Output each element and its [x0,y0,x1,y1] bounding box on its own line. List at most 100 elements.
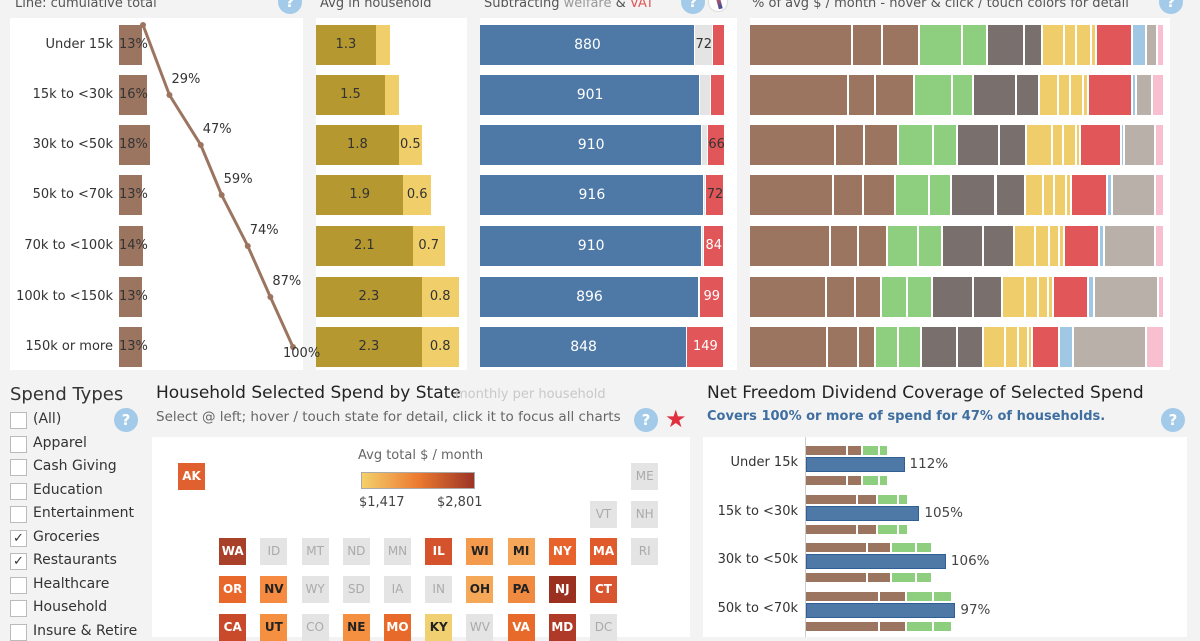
state-tile-ak[interactable]: AK [178,463,205,490]
spend-segment[interactable] [1108,175,1111,215]
state-tile-nh[interactable]: NH [631,501,658,528]
checkbox-entertainment[interactable] [10,506,27,523]
welfare-bar[interactable] [700,75,710,115]
spend-segment[interactable] [958,327,982,367]
spend-segment[interactable] [1026,175,1043,215]
spend-segment[interactable] [859,327,875,367]
spend-segment[interactable] [953,75,972,115]
checkbox-label[interactable]: Healthcare [33,576,109,592]
spend-segment[interactable] [1053,125,1061,165]
spend-segment[interactable] [1092,25,1094,65]
state-tile-vt[interactable]: VT [590,501,617,528]
spend-segment[interactable] [1054,277,1087,317]
spend-segment[interactable] [750,125,834,165]
state-tile-wv[interactable]: WV [466,614,493,641]
spend-segment[interactable] [876,327,897,367]
spend-segment[interactable] [952,175,995,215]
state-tile-mn[interactable]: MN [384,538,411,565]
state-tile-co[interactable]: CO [302,614,329,641]
spend-segment[interactable] [750,327,826,367]
spend-segment[interactable] [1137,75,1150,115]
spend-segment[interactable] [1077,25,1091,65]
groceries-segment[interactable] [806,495,856,504]
restaurants-segment[interactable] [863,446,878,455]
cumulative-point[interactable] [219,192,225,198]
spend-segment[interactable] [1059,75,1069,115]
restaurants-segment[interactable] [934,592,951,601]
spend-segment[interactable] [876,75,913,115]
spend-segment[interactable] [1072,175,1105,215]
state-tile-or[interactable]: OR [219,576,246,603]
star-icon[interactable]: ★ [665,406,687,432]
spend-segment[interactable] [864,175,893,215]
spend-segment[interactable] [1006,327,1017,367]
spend-segment[interactable] [1089,75,1131,115]
spend-segment[interactable] [1133,75,1135,115]
spend-segment[interactable] [1158,25,1163,65]
checkbox-insure-retire[interactable] [10,624,27,641]
state-tile-mt[interactable]: MT [302,538,329,565]
help-icon[interactable]: ? [1159,0,1183,14]
spend-segment[interactable] [849,75,874,115]
checkbox-label[interactable]: Cash Giving [33,458,117,474]
state-tile-ca[interactable]: CA [219,614,246,641]
spend-segment[interactable] [988,25,1023,65]
spend-segment[interactable] [1147,327,1163,367]
spend-segment[interactable] [943,226,983,266]
coverage-bar[interactable] [806,603,955,618]
spend-segment[interactable] [1049,277,1051,317]
spend-segment[interactable] [997,175,1024,215]
spend-segment[interactable] [1081,125,1120,165]
cumulative-point[interactable] [140,22,146,28]
spend-segment[interactable] [1003,277,1024,317]
spend-segment[interactable] [915,75,951,115]
groceries-segment[interactable] [880,592,905,601]
coverage-bar[interactable] [806,506,919,521]
checkbox-label[interactable]: (All) [33,411,61,427]
spend-segment[interactable] [1077,125,1079,165]
spend-segment[interactable] [1029,327,1031,367]
restaurants-segment[interactable] [899,495,907,504]
help-icon[interactable]: ? [634,408,658,432]
state-tile-ne[interactable]: NE [343,614,370,641]
spend-segment[interactable] [1156,226,1163,266]
spend-segment[interactable] [1060,327,1072,367]
restaurants-segment[interactable] [878,525,897,534]
state-tile-wa[interactable]: WA [219,538,246,565]
groceries-segment[interactable] [806,543,866,552]
state-tile-nv[interactable]: NV [260,576,287,603]
welfare-bar[interactable] [704,175,705,215]
spend-segment[interactable] [1074,327,1145,367]
spend-segment[interactable] [922,327,956,367]
spend-segment[interactable] [930,175,950,215]
checkbox-label[interactable]: Groceries [33,529,100,545]
state-tile-nj[interactable]: NJ [549,576,576,603]
spend-segment[interactable] [1039,277,1048,317]
checkbox-groceries[interactable]: ✓ [10,530,27,547]
spend-segment[interactable] [1095,277,1157,317]
restaurants-segment[interactable] [863,476,878,485]
spend-segment[interactable] [1084,75,1086,115]
spend-segment[interactable] [1153,75,1163,115]
state-tile-va[interactable]: VA [508,614,535,641]
spend-segment[interactable] [831,226,857,266]
spend-segment[interactable] [1133,25,1146,65]
cumulative-point[interactable] [166,92,172,98]
groceries-segment[interactable] [880,622,905,631]
groceries-segment[interactable] [848,476,861,485]
spend-segment[interactable] [1025,25,1041,65]
checkbox-household[interactable] [10,600,27,617]
spend-segment[interactable] [1017,75,1038,115]
spend-segment[interactable] [896,175,928,215]
spend-segment[interactable] [1113,175,1154,215]
state-tile-me[interactable]: ME [631,463,658,490]
restaurants-segment[interactable] [899,525,907,534]
coverage-bar[interactable] [806,457,905,472]
spend-segment[interactable] [934,125,956,165]
state-tile-ri[interactable]: RI [631,538,658,565]
spend-segment[interactable] [899,327,920,367]
spend-segment[interactable] [1026,277,1037,317]
spend-segment[interactable] [853,25,881,65]
state-tile-il[interactable]: IL [425,538,452,565]
spend-segment[interactable] [1019,327,1027,367]
